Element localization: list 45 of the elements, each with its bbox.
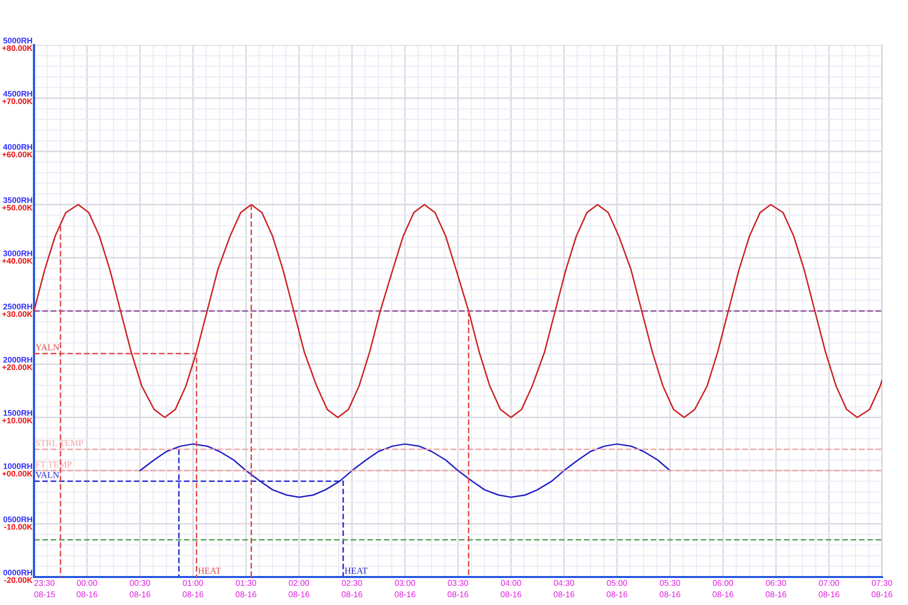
annotation: HEAT (344, 568, 368, 574)
x-tick-label: 00:30 08-16 (130, 580, 150, 598)
x-tick-label: 02:30 08-16 (342, 580, 362, 598)
y2-tick-label: +70.00K (2, 98, 33, 104)
y-tick-label: 5000RH (3, 38, 32, 44)
x-tick-label: 03:30 08-16 (448, 580, 468, 598)
annotation: YALN (35, 344, 60, 350)
x-tick-label: 05:30 08-16 (660, 580, 680, 598)
y2-tick-label: +50.00K (2, 204, 33, 211)
x-tick-label: 23:30 08-15 (34, 580, 55, 598)
y-tick-label: 3000RH (3, 250, 32, 256)
y2-tick-label: -10.00K (4, 524, 33, 530)
y2-tick-label: +80.00K (2, 45, 33, 51)
x-tick-label: 05:00 08-16 (606, 580, 628, 598)
y-tick-label: 3500RH (3, 197, 32, 204)
y-tick-label: 2500RH (3, 304, 32, 310)
y2-tick-label: -20.00K (4, 577, 33, 583)
x-tick-label: 01:00 08-16 (182, 580, 204, 598)
y2-tick-label: +20.00K (2, 364, 33, 370)
y2-tick-label: +60.00K (2, 152, 33, 158)
x-tick-label: 03:00 08-16 (394, 580, 416, 598)
x-tick-label: 01:30 08-16 (236, 580, 256, 598)
y2-tick-label: +10.00K (2, 418, 33, 424)
x-tick-label: 06:00 08-16 (712, 580, 734, 598)
y-tick-label: 2000RH (3, 356, 32, 363)
annotation: HEAT (198, 568, 221, 574)
x-tick-label: 07:30 08-16 (872, 580, 892, 598)
x-tick-label: 04:00 08-16 (500, 580, 522, 598)
x-tick-label: 00:00 08-16 (76, 580, 98, 598)
x-tick-label: 02:00 08-16 (288, 580, 310, 598)
y-tick-label: 1000RH (4, 463, 32, 470)
y2-tick-label: +30.00K (2, 311, 33, 317)
ref-line-label: STRL TEMP (36, 440, 83, 446)
ref-line-label: FT TEMP (36, 461, 72, 468)
x-tick-label: 04:30 08-16 (554, 580, 574, 598)
y2-tick-label: +00.00K (2, 470, 33, 477)
x-tick-label: 06:30 08-16 (766, 580, 786, 598)
y2-tick-label: +40.00K (2, 258, 33, 264)
y-tick-label: 0500RH (3, 516, 32, 522)
y-tick-label: 0000RH (3, 570, 32, 576)
x-tick-label: 07:00 08-16 (818, 580, 840, 598)
annotation: VALN (35, 472, 60, 478)
y-tick-label: 1500RH (4, 410, 32, 416)
y-tick-label: 4500RH (3, 90, 32, 97)
y-tick-label: 4000RH (3, 144, 32, 150)
